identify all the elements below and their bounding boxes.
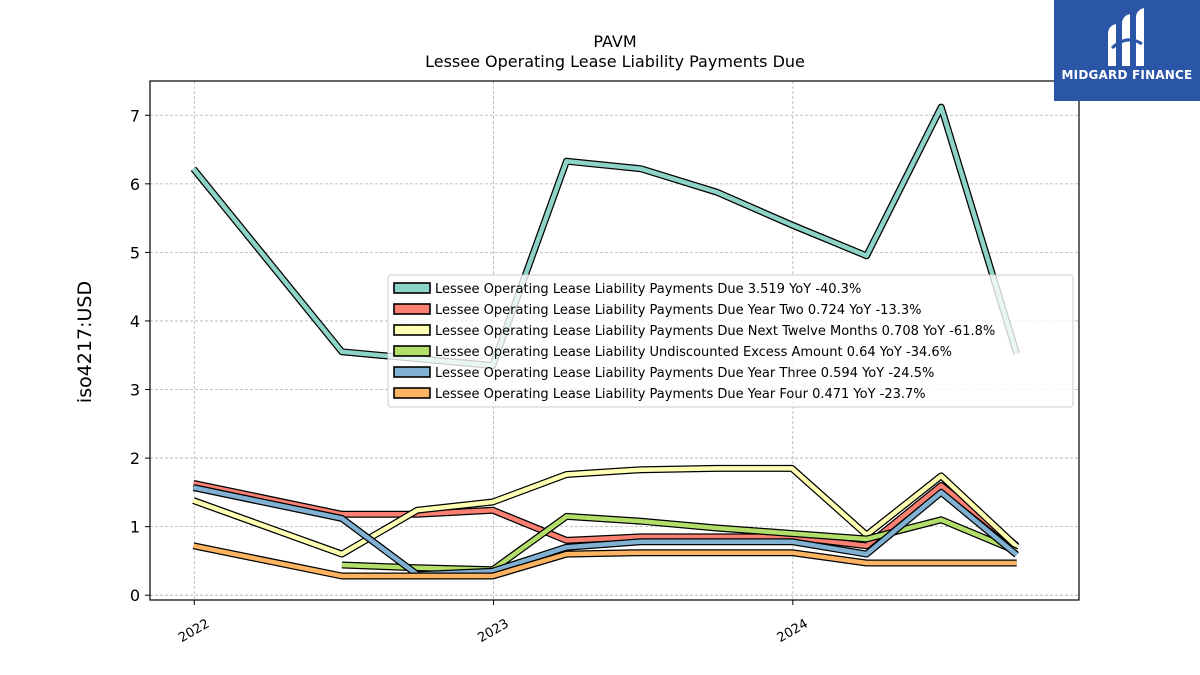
- y-tick-label: 7: [130, 106, 140, 125]
- legend-swatch: [393, 345, 431, 357]
- plot-frame: [149, 80, 1080, 601]
- legend-item: Lessee Operating Lease Liability Payment…: [393, 282, 861, 297]
- y-tick-label: 3: [130, 381, 140, 400]
- y-tick-label: 5: [130, 243, 140, 262]
- chart-title: PAVM: [593, 32, 636, 51]
- series-line: [192, 464, 1020, 558]
- x-axis: 2022 2023 2024: [176, 600, 811, 646]
- series-stroke: [193, 481, 1019, 549]
- legend-item: Lessee Operating Lease Liability Payment…: [393, 387, 926, 402]
- x-tick-label: 2022: [176, 616, 212, 646]
- y-tick-label: 4: [130, 312, 140, 331]
- y-tick-label: 6: [130, 175, 140, 194]
- legend-swatch: [393, 303, 431, 315]
- legend: Lessee Operating Lease Liability Payment…: [387, 274, 1074, 408]
- midgard-logo-icon: [1108, 8, 1144, 66]
- x-tick-label: 2023: [475, 616, 511, 646]
- x-tick-label: 2024: [775, 616, 811, 646]
- series-line: [341, 512, 1019, 574]
- legend-swatch: [393, 366, 431, 378]
- legend-label: Lessee Operating Lease Liability Payment…: [435, 303, 921, 318]
- y-axis-label: iso4217:USD: [74, 281, 96, 403]
- legend-label: Lessee Operating Lease Liability Payment…: [435, 324, 995, 339]
- legend-label: Lessee Operating Lease Liability Payment…: [435, 366, 934, 381]
- legend-label: Lessee Operating Lease Liability Payment…: [435, 282, 861, 297]
- series-stroke: [341, 514, 1018, 573]
- legend-swatch: [393, 282, 431, 294]
- legend-item: Lessee Operating Lease Liability Payment…: [393, 324, 995, 339]
- series-stroke: [193, 485, 1019, 577]
- legend-swatch: [393, 387, 431, 399]
- y-tick-label: 1: [130, 518, 140, 537]
- legend-swatch: [393, 324, 431, 336]
- series-line: [192, 484, 1019, 579]
- midgard-finance-logo: MIDGARD FINANCE: [1054, 0, 1200, 101]
- legend-item: Lessee Operating Lease Liability Payment…: [393, 303, 921, 318]
- y-axis: 0 1 2 3 4 5 6 7: [130, 106, 150, 605]
- y-tick-label: 0: [130, 586, 140, 605]
- legend-label: Lessee Operating Lease Liability Undisco…: [435, 345, 952, 360]
- y-tick-label: 2: [130, 449, 140, 468]
- series-stroke: [193, 543, 1017, 579]
- legend-item: Lessee Operating Lease Liability Payment…: [393, 366, 934, 381]
- legend-item: Lessee Operating Lease Liability Undisco…: [393, 345, 952, 360]
- legend-box: [387, 274, 1074, 408]
- series-line: [192, 479, 1019, 550]
- series-stroke: [192, 466, 1019, 557]
- series-line: [192, 542, 1017, 580]
- legend-label: Lessee Operating Lease Liability Payment…: [435, 387, 926, 402]
- chart-subtitle: Lessee Operating Lease Liability Payment…: [425, 52, 805, 71]
- logo-text: MIDGARD FINANCE: [1061, 68, 1193, 82]
